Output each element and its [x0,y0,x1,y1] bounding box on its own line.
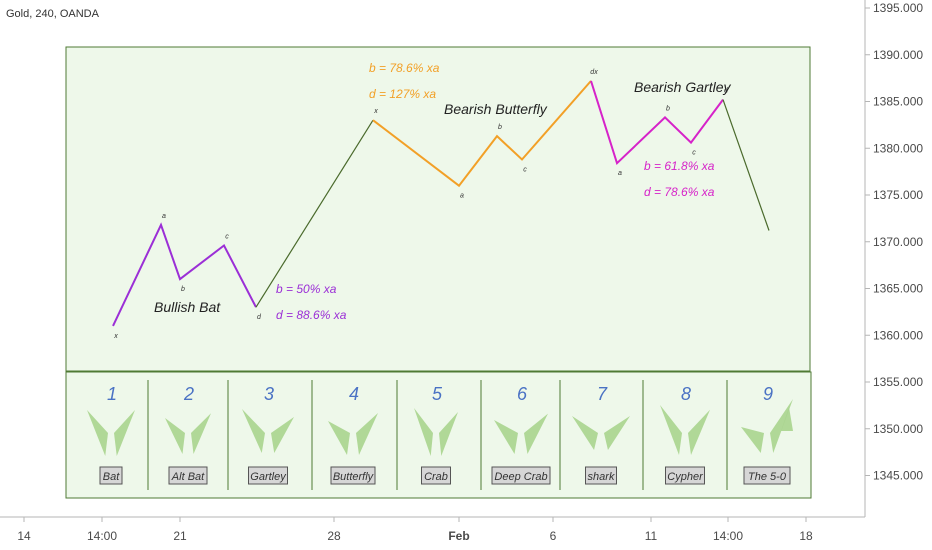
annotation-2: d = 88.6% xa [276,308,347,322]
legend-label-4: Butterfly [333,471,375,483]
legend-number-8: 8 [681,384,691,404]
pattern-series [112,80,770,327]
pivot-label-0-4: d [257,314,262,321]
pivot-label-0-2: b [181,286,185,293]
series-line-1 [255,119,374,308]
annotation-6: Bearish Gartley [634,79,731,95]
legend-number-3: 3 [264,384,274,404]
time-axis: 14 14:00 21 28 Feb 6 11 14:00 18 [17,517,813,543]
time-tick-label-2: 21 [173,529,187,543]
annotation-7: b = 61.8% xa [644,159,715,173]
time-tick-label-3: 28 [327,529,341,543]
time-tick-label-6: 11 [645,529,658,543]
price-tick-label-4: 1365.000 [873,282,923,296]
pivot-label-2-2: b [498,124,502,131]
pivot-label-2-1: a [460,193,464,200]
price-tick-label-10: 1395.000 [873,1,923,15]
legend-label-box-1 [99,466,123,485]
legend-label-8: Cypher [667,471,704,483]
legend-number-1: 1 [107,384,117,404]
pivot-label-2-3: c [523,166,527,173]
legend-pattern-shape-2 [165,413,211,454]
pivot-label-3-4: d [724,88,729,95]
time-tick-label-4: Feb [448,529,469,543]
annotation-3: b = 78.6% xa [369,61,440,75]
legend-number-2: 2 [183,384,194,404]
series-line-0 [112,222,257,327]
legend-pattern-shape-3 [242,409,294,453]
legend-pattern-shape-7 [572,416,630,450]
legend-number-6: 6 [517,384,528,404]
time-tick-label-1: 14:00 [87,529,117,543]
price-axis: 1345.000 1350.000 1355.000 1360.000 1365.000… [865,1,923,483]
legend-label-box-4 [330,466,376,485]
legend-pattern-shape-5 [414,408,458,456]
legend-label-box-8 [665,466,705,485]
pivot-label-3-3: c [692,150,696,157]
legend-label-box-3 [248,466,288,485]
pattern-annotations: Bullish Bat b = 50% xa d = 88.6% xa b = 78.… [154,61,731,322]
price-tick-label-2: 1355.000 [873,375,923,389]
legend-label-1: Bat [103,471,120,483]
series-line-2 [372,80,592,188]
pivot-label-2-0: x [373,108,378,115]
pivot-label-2-4: dx [590,69,598,76]
legend-pattern-shape-6 [494,413,548,454]
price-tick-label-9: 1390.000 [873,48,923,62]
legend-pattern-shape-8 [660,405,710,455]
annotation-0: Bullish Bat [154,299,221,315]
time-tick-label-5: 6 [550,529,557,543]
pivot-label-3-2: b [666,105,670,112]
price-tick-label-0: 1345.000 [873,469,923,483]
legend-number-9: 9 [763,384,773,404]
annotation-4: d = 127% xa [369,87,436,101]
price-tick-label-1: 1350.000 [873,422,923,436]
legend-label-box-7 [585,466,617,485]
pivot-label-0-1: a [162,213,166,220]
legend-number-7: 7 [597,384,608,404]
legend-label-5: Crab [424,471,448,483]
pattern-panel [65,46,811,372]
legend-label-6: Deep Crab [494,471,547,483]
legend-pattern-shape-1 [87,410,135,456]
legend-label-9: The 5-0 [748,471,787,483]
time-tick-label-0: 14 [17,529,31,543]
pivot-label-0-3: c [225,233,229,240]
pattern-legend: 1 Bat 2 Alt Bat 3 Gartley 4 Butterfly 5 Crab 6 Deep… [87,384,793,485]
annotation-8: d = 78.6% xa [644,185,715,199]
legend-label-box-6 [491,466,551,485]
time-tick-label-8: 18 [799,529,813,543]
legend-pattern-shape-9 [741,399,793,453]
legend-number-5: 5 [432,384,443,404]
price-tick-label-7: 1380.000 [873,141,923,155]
legend-number-4: 4 [349,384,359,404]
legend-label-box-9 [743,466,791,485]
legend-pattern-shape-4 [328,413,378,455]
series-line-4 [722,99,770,231]
series-line-3 [590,80,724,166]
pivot-label-3-1: a [618,170,622,177]
legend-label-7: shark [588,471,615,483]
legend-label-box-2 [168,466,208,485]
chart-title: Gold, 240, OANDA [6,8,100,20]
price-tick-label-5: 1370.000 [873,235,923,249]
legend-label-2: Alt Bat [171,471,205,483]
legend-dividers [147,380,728,490]
legend-label-3: Gartley [250,471,287,483]
pivot-label-0-0: x [113,333,118,340]
price-tick-label-6: 1375.000 [873,188,923,202]
annotation-1: b = 50% xa [276,282,337,296]
price-tick-label-8: 1385.000 [873,95,923,109]
annotation-5: Bearish Butterfly [444,101,548,117]
legend-label-box-5 [421,466,451,485]
price-tick-label-3: 1360.000 [873,328,923,342]
time-tick-label-7: 14:00 [713,529,743,543]
